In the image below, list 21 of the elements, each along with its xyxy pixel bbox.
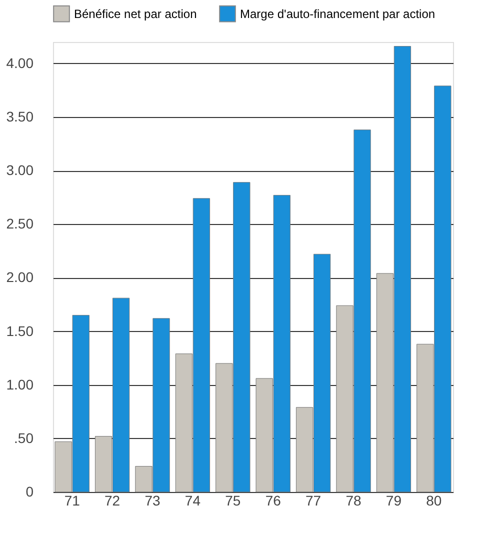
- x-tick-label: 72: [104, 492, 120, 508]
- y-tick-label: 2.00: [6, 269, 34, 286]
- x-tick-label: 76: [265, 492, 282, 508]
- y-tick-label: 0: [26, 484, 34, 500]
- x-tick-label: 73: [144, 492, 160, 508]
- y-tick-label: 1.50: [6, 322, 34, 339]
- x-tick-label: 80: [426, 492, 442, 508]
- y-tick-label: 4.00: [6, 54, 34, 71]
- legend-label: Marge d'auto-financement par action: [240, 6, 436, 21]
- x-tick-label: 77: [306, 492, 322, 508]
- y-tick-label: 1.00: [6, 376, 34, 392]
- legend-label: Bénéfice net par action: [74, 6, 197, 21]
- y-tick-label: 3.50: [6, 108, 34, 124]
- x-tick-label: 71: [64, 492, 80, 508]
- y-tick-label: 3.00: [6, 162, 34, 178]
- y-tick-label: .50: [14, 430, 34, 446]
- y-tick-label: 2.50: [6, 216, 34, 232]
- x-tick-label: 75: [225, 492, 241, 508]
- x-tick-label: 79: [386, 492, 402, 508]
- x-tick-label: 74: [184, 492, 201, 508]
- x-tick-label: 78: [346, 492, 362, 508]
